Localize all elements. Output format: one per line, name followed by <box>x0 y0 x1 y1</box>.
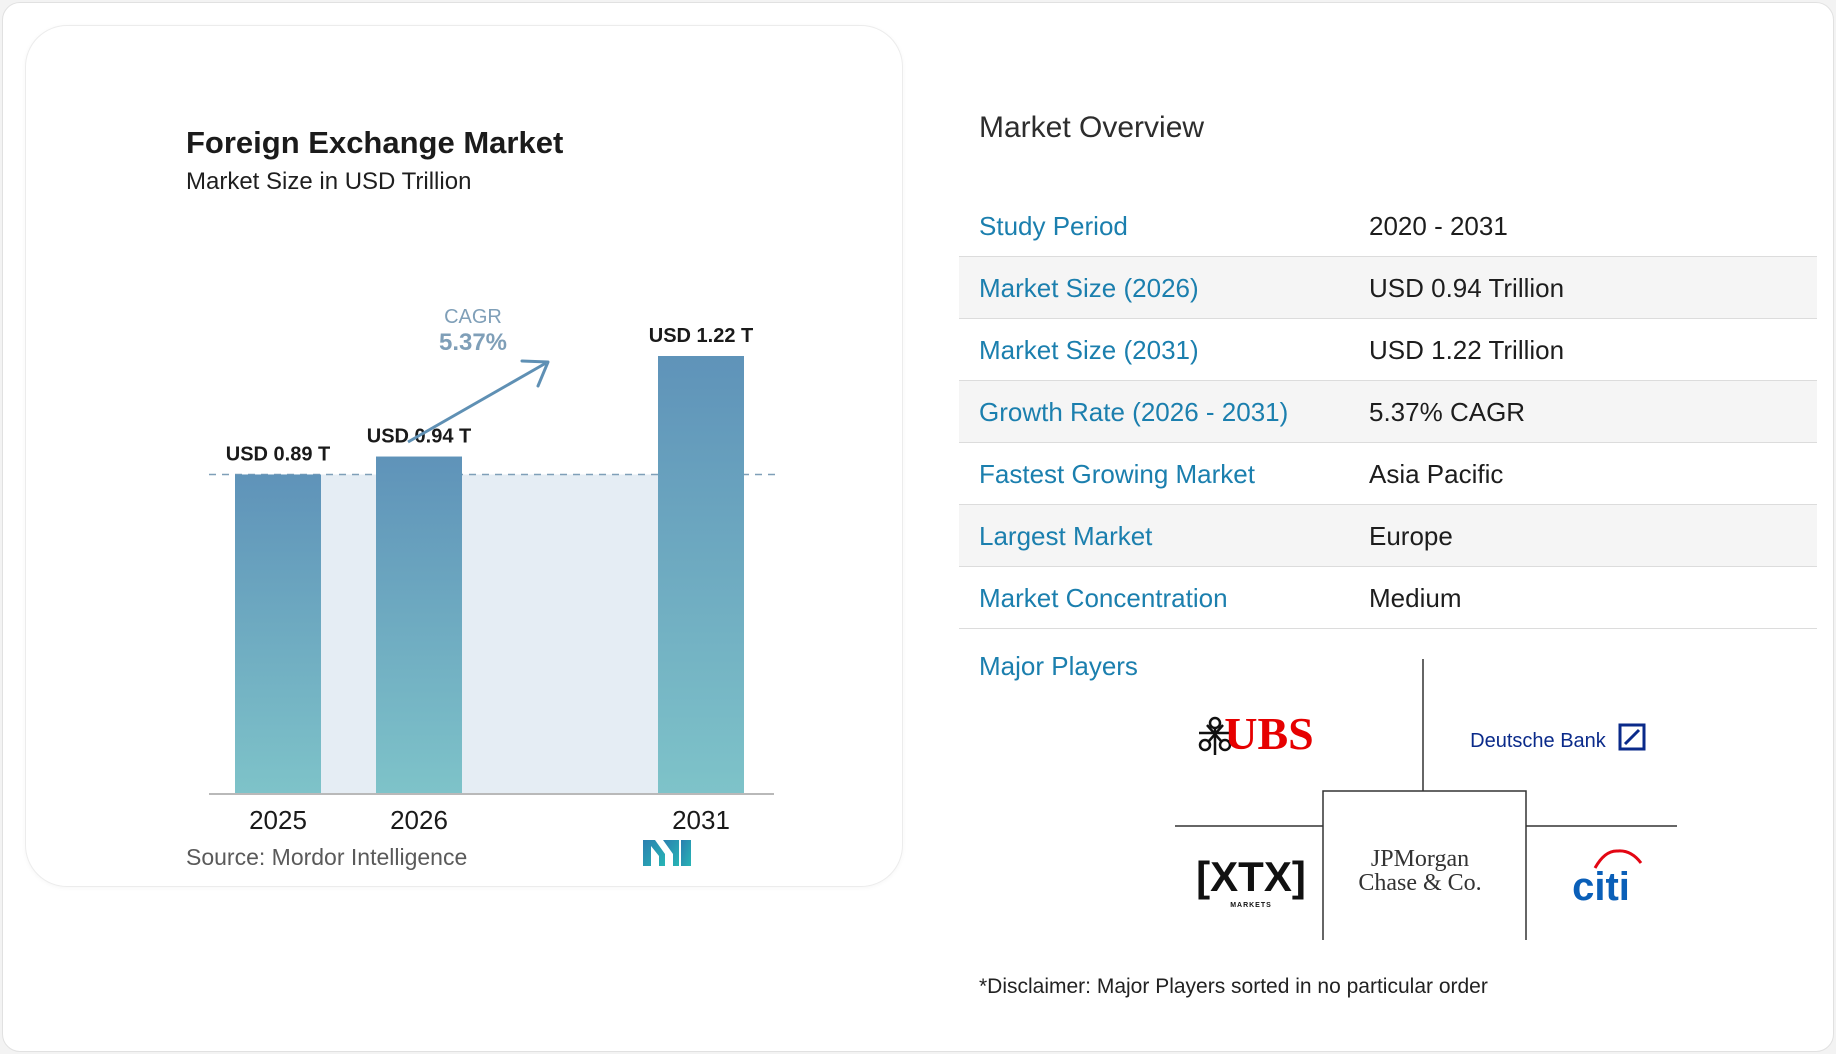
overview-row-market-size-2031: Market Size (2031) USD 1.22 Trillion <box>959 319 1817 381</box>
overview-label: Growth Rate (2026 - 2031) <box>979 397 1289 427</box>
market-overview-table: Study Period 2020 - 2031 Market Size (20… <box>959 195 1817 629</box>
jpmorgan-line-1: JPMorgan <box>1371 846 1469 872</box>
cagr-arrow-icon <box>407 359 550 444</box>
overview-label: Market Size (2026) <box>979 273 1199 303</box>
citi-logo: citi <box>1572 849 1643 909</box>
xtx-markets-logo: [XTX] MARKETS <box>1196 853 1306 909</box>
overview-value: Asia Pacific <box>1369 459 1504 489</box>
overview-label: Market Concentration <box>979 583 1228 613</box>
bar-2031 <box>658 356 744 794</box>
citi-arc-icon <box>1593 849 1643 869</box>
chart-subtitle: Market Size in USD Trillion <box>186 168 471 195</box>
reference-band <box>278 474 701 794</box>
overview-row-fastest-growing: Fastest Growing Market Asia Pacific <box>959 443 1817 505</box>
x-tick-2025: 2025 <box>249 805 307 835</box>
x-tick-2031: 2031 <box>672 805 730 835</box>
jpmorgan-logo: JPMorgan Chase & Co. <box>1358 846 1481 896</box>
xtx-wordmark: [XTX] <box>1196 853 1306 900</box>
cagr-label: CAGR <box>444 306 502 328</box>
deutsche-bank-slash-icon <box>1618 723 1646 751</box>
overview-value: USD 0.94 Trillion <box>1369 273 1565 303</box>
data-label-2025: USD 0.89 T <box>226 443 330 465</box>
overview-value: 5.37% CAGR <box>1369 397 1526 427</box>
overview-label: Market Size (2031) <box>979 335 1199 365</box>
bar-2026 <box>376 456 462 794</box>
market-size-chart: Foreign Exchange Market Market Size in U… <box>186 125 778 870</box>
chart-title: Foreign Exchange Market <box>186 125 563 160</box>
market-overview-title: Market Overview <box>979 111 1205 144</box>
disclaimer: *Disclaimer: Major Players sorted in no … <box>979 975 1488 998</box>
players-grid <box>1175 659 1677 940</box>
xtx-sub: MARKETS <box>1230 902 1272 909</box>
overview-row-growth-rate: Growth Rate (2026 - 2031) 5.37% CAGR <box>959 381 1817 443</box>
overview-value: Europe <box>1369 521 1453 551</box>
overview-row-concentration: Market Concentration Medium <box>959 567 1817 629</box>
major-players-logos: UBS Deutsche Bank [XTX] MARKETS JPMorgan… <box>1175 659 1677 940</box>
x-tick-2026: 2026 <box>390 805 448 835</box>
deutsche-bank-wordmark: Deutsche Bank <box>1470 730 1607 752</box>
bar-2025 <box>235 474 321 794</box>
overview-label: Fastest Growing Market <box>979 459 1255 489</box>
overview-value: USD 1.22 Trillion <box>1369 335 1565 365</box>
ubs-wordmark: UBS <box>1224 708 1313 759</box>
source-label: Source: Mordor Intelligence <box>186 844 467 870</box>
overview-value: 2020 - 2031 <box>1369 211 1508 241</box>
overview-row-market-size-2026: Market Size (2026) USD 0.94 Trillion <box>959 257 1817 319</box>
ubs-logo: UBS <box>1198 708 1314 759</box>
chart-card: Foreign Exchange Market Market Size in U… <box>25 25 903 887</box>
jpmorgan-line-2: Chase & Co. <box>1358 870 1481 896</box>
overview-row-largest-market: Largest Market Europe <box>959 505 1817 567</box>
overview-label: Largest Market <box>979 521 1153 551</box>
ubs-keys-icon <box>1198 716 1232 755</box>
major-players-label: Major Players <box>979 651 1138 681</box>
cagr-value: 5.37% <box>439 329 507 356</box>
mordor-intelligence-logo-icon <box>643 840 691 866</box>
citi-wordmark: citi <box>1572 865 1630 909</box>
data-label-2031: USD 1.22 T <box>649 325 753 347</box>
overview-label: Study Period <box>979 211 1128 241</box>
deutsche-bank-logo: Deutsche Bank <box>1470 723 1646 752</box>
overview-value: Medium <box>1369 583 1462 613</box>
overview-row-study-period: Study Period 2020 - 2031 <box>959 195 1817 257</box>
